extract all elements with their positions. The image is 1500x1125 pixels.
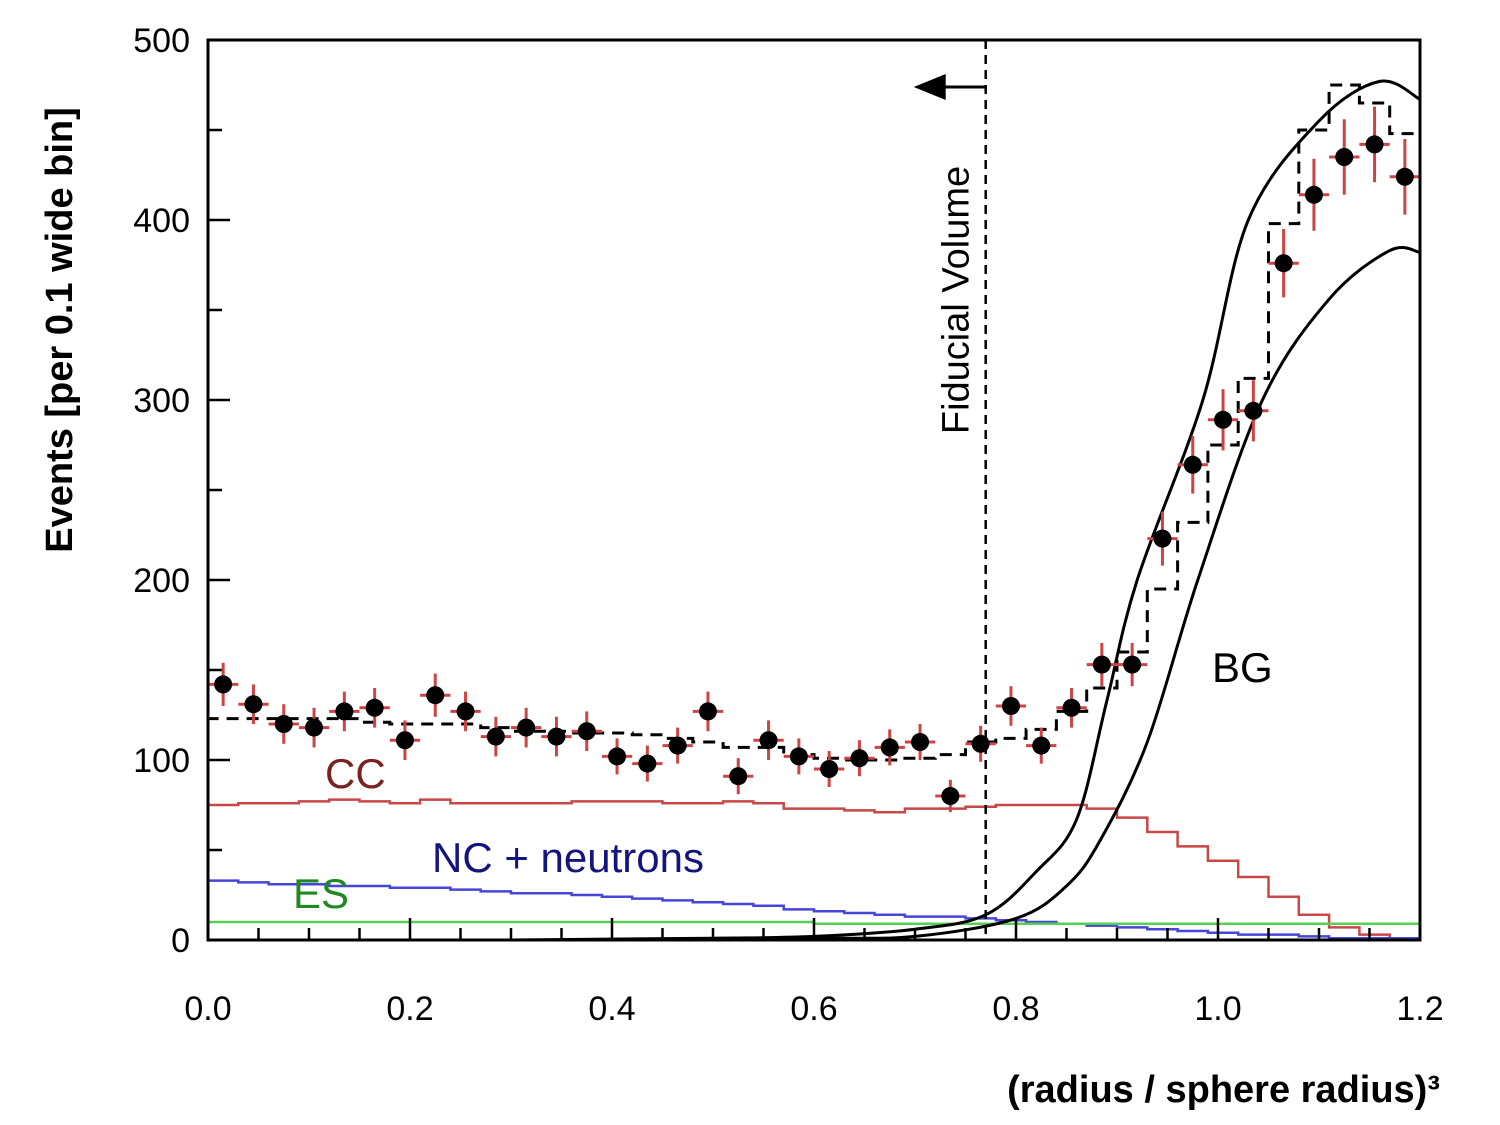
data-point [698, 702, 717, 721]
series-label: NC + neutrons [432, 834, 704, 881]
data-point [1304, 185, 1323, 204]
x-tick-label: 0.4 [588, 990, 635, 1028]
data-point [911, 733, 930, 751]
data-point [1153, 529, 1172, 548]
data-point [244, 695, 263, 714]
data-point [1032, 736, 1051, 755]
data-point [1395, 167, 1414, 186]
data-point [850, 749, 869, 768]
data-point [577, 722, 596, 741]
y-axis-title: Events [per 0.1 wide bin] [39, 107, 81, 553]
y-tick-label: 100 [133, 742, 190, 780]
arrow-head [913, 74, 946, 100]
data-point [1274, 254, 1293, 273]
y-tick-label: 300 [133, 382, 190, 420]
data-point [759, 731, 778, 750]
data-point [729, 767, 748, 786]
step-histogram [208, 879, 1420, 940]
x-tick-label: 0.6 [790, 990, 837, 1028]
x-tick-label: 1.0 [1194, 990, 1241, 1028]
y-tick-label: 400 [133, 202, 190, 240]
data-point [274, 715, 293, 733]
data-point [638, 754, 657, 773]
annotation: Fiducial Volume [936, 166, 978, 434]
x-tick-label: 1.2 [1396, 990, 1443, 1028]
step-histogram [208, 83, 1420, 940]
data-point [335, 702, 354, 721]
data-point [820, 760, 839, 778]
x-axis-title: (radius / sphere radius)³ [1007, 1069, 1440, 1111]
data-point [789, 747, 808, 766]
data-point [1335, 148, 1354, 166]
data-point [305, 718, 324, 737]
series-label: CC [325, 750, 386, 797]
y-tick-label: 0 [171, 922, 190, 960]
data-point [1183, 455, 1202, 474]
data-point [1365, 135, 1384, 154]
data-point [608, 747, 627, 766]
x-tick-label: 0.8 [992, 990, 1039, 1028]
series-label: BG [1212, 644, 1273, 691]
step-histogram [208, 798, 1420, 940]
data-point [426, 686, 445, 705]
data-point [456, 702, 475, 721]
data-point [1123, 655, 1142, 674]
data-point [517, 718, 536, 737]
x-tick-label: 0.2 [386, 990, 433, 1028]
data-point [1001, 697, 1020, 715]
data-point [486, 727, 505, 746]
y-tick-label: 200 [133, 562, 190, 600]
data-point [668, 736, 687, 755]
data-point [880, 738, 899, 757]
data-point [1092, 655, 1111, 674]
data-point [395, 731, 414, 750]
data-point [1062, 698, 1081, 717]
data-point [1214, 410, 1233, 429]
data-point [365, 698, 384, 717]
data-point [1244, 401, 1263, 420]
series-label: ES [293, 870, 349, 917]
x-tick-label: 0.0 [184, 990, 231, 1028]
plot-frame [206, 38, 1422, 942]
data-point [214, 675, 233, 694]
data-point [941, 787, 960, 805]
data-point [547, 727, 566, 746]
y-tick-label: 500 [133, 22, 190, 60]
